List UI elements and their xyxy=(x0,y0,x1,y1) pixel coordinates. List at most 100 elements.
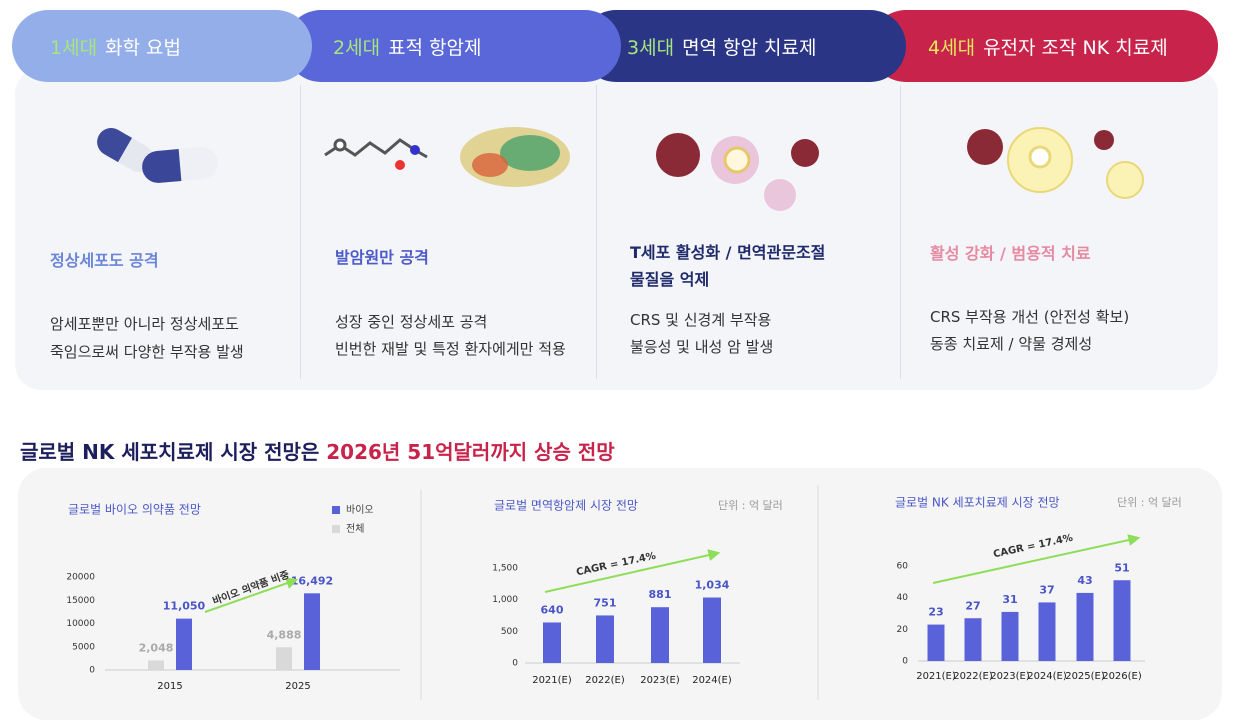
column-text: 불응성 및 내성 암 발생 xyxy=(630,338,774,356)
bar xyxy=(1001,611,1019,661)
molecule-icon xyxy=(324,138,428,170)
value-label: 43 xyxy=(1077,574,1092,587)
y-tick-label: 0 xyxy=(512,659,518,669)
legend-swatch xyxy=(332,506,340,514)
column-divider xyxy=(300,85,301,379)
annotation: 바이오 의약품 비중 xyxy=(211,568,291,608)
y-tick-label: 1,000 xyxy=(492,595,518,605)
column-text: 동종 치료제 / 약물 경제성 xyxy=(930,335,1093,353)
bar xyxy=(1076,592,1094,661)
value-label: 27 xyxy=(965,599,980,612)
bar xyxy=(276,647,292,670)
chart-unit: 단위 : 억 달러 xyxy=(1117,496,1182,509)
tab-name: 표적 항암제 xyxy=(388,37,482,59)
x-tick-label: 2025(E) xyxy=(1065,671,1105,682)
bar xyxy=(703,597,721,663)
generation-card xyxy=(15,68,1218,390)
value-label: 881 xyxy=(649,588,672,601)
bar xyxy=(148,660,164,670)
tab-label: 3세대 면역 항암 치료제 xyxy=(627,33,817,60)
column-text: 빈번한 재발 및 특정 환자에게만 적용 xyxy=(335,340,566,358)
legend-swatch xyxy=(332,525,340,533)
chart-title: 글로벌 면역항암제 시장 전망 xyxy=(494,499,638,513)
x-tick-label: 2022(E) xyxy=(585,675,625,686)
tab-label: 4세대 유전자 조작 NK 치료제 xyxy=(928,33,1168,60)
legend-label: 바이오 xyxy=(346,504,374,516)
y-tick-label: 20 xyxy=(897,625,909,635)
value-label: 51 xyxy=(1114,561,1129,574)
pill-icon xyxy=(97,128,218,183)
section-title-highlight: 2026년 51억달러까지 상승 전망 xyxy=(326,440,615,464)
bar xyxy=(596,615,614,663)
column-heading: 물질을 억제 xyxy=(630,270,710,289)
annotation: CAGR = 17.4% xyxy=(992,533,1074,561)
y-tick-label: 15000 xyxy=(66,596,95,606)
bar xyxy=(964,618,982,661)
bar xyxy=(304,593,320,670)
value-label: 11,050 xyxy=(163,600,206,613)
chart-card xyxy=(18,468,1222,720)
value-label: 4,888 xyxy=(267,628,302,641)
tab-number: 2세대 xyxy=(333,37,381,59)
x-tick-label: 2023(E) xyxy=(640,675,680,686)
tab-number: 4세대 xyxy=(928,37,976,59)
value-label: 1,034 xyxy=(695,579,730,592)
column-text: 죽임으로써 다양한 부작용 발생 xyxy=(50,343,244,361)
tab-3 xyxy=(580,10,906,82)
column-heading: T세포 활성화 / 면역관문조절 xyxy=(630,243,826,262)
tab-number: 3세대 xyxy=(627,37,675,59)
tab-name: 유전자 조작 NK 치료제 xyxy=(983,37,1168,59)
y-tick-label: 0 xyxy=(902,657,908,667)
tab-label: 1세대 화학 요법 xyxy=(50,33,181,60)
illustrations xyxy=(97,127,1144,211)
value-label: 37 xyxy=(1039,583,1054,596)
tab-name: 화학 요법 xyxy=(105,37,182,59)
x-tick-label: 2026(E) xyxy=(1102,671,1142,682)
bar xyxy=(927,624,945,661)
column-text: 성장 중인 정상세포 공격 xyxy=(335,313,488,331)
annotation-arrow xyxy=(932,534,1141,584)
t-cell-icon xyxy=(656,133,819,211)
value-label: 23 xyxy=(928,606,943,619)
tab-number: 1세대 xyxy=(50,37,98,59)
x-tick-label: 2023(E) xyxy=(990,671,1030,682)
column-heading: 발암원만 공격 xyxy=(335,248,429,267)
x-tick-label: 2024(E) xyxy=(692,675,732,686)
y-tick-label: 0 xyxy=(89,666,95,676)
y-tick-label: 500 xyxy=(501,627,518,637)
section-title: 글로벌 NK 세포치료제 시장 전망은 2026년 51억달러까지 상승 전망 xyxy=(20,436,615,465)
column-text: 암세포뿐만 아니라 정상세포도 xyxy=(50,315,239,333)
y-tick-label: 60 xyxy=(897,562,909,572)
x-tick-label: 2015 xyxy=(157,681,182,692)
column-divider xyxy=(900,85,901,379)
legend-label: 전체 xyxy=(346,523,364,535)
value-label: 640 xyxy=(541,603,564,616)
column-heading: 정상세포도 공격 xyxy=(50,251,159,270)
x-tick-label: 2021(E) xyxy=(532,675,572,686)
y-tick-label: 40 xyxy=(897,593,909,603)
tab-label: 2세대 표적 항암제 xyxy=(333,33,482,60)
annotation: CAGR = 17.4% xyxy=(575,551,657,579)
tab-4 xyxy=(870,10,1218,82)
tab-1 xyxy=(12,10,312,82)
column-heading: 활성 강화 / 범용적 치료 xyxy=(930,244,1091,263)
chart-title: 글로벌 바이오 의약품 전망 xyxy=(68,502,201,517)
y-tick-label: 10000 xyxy=(66,619,95,629)
x-tick-label: 2025 xyxy=(285,681,310,692)
bar xyxy=(543,622,561,663)
y-tick-label: 20000 xyxy=(66,573,95,583)
nk-cell-icon xyxy=(967,127,1144,199)
x-tick-label: 2024(E) xyxy=(1027,671,1067,682)
column-text: CRS 및 신경계 부작용 xyxy=(630,311,772,329)
tab-name: 면역 항암 치료제 xyxy=(682,37,817,59)
x-tick-label: 2022(E) xyxy=(953,671,993,682)
value-label: 2,048 xyxy=(139,641,174,654)
bar xyxy=(651,607,669,663)
x-tick-label: 2021(E) xyxy=(916,671,956,682)
annotation-arrow xyxy=(204,577,299,613)
value-label: 31 xyxy=(1002,593,1017,606)
bar xyxy=(1113,580,1131,661)
y-tick-label: 1,500 xyxy=(492,564,518,574)
